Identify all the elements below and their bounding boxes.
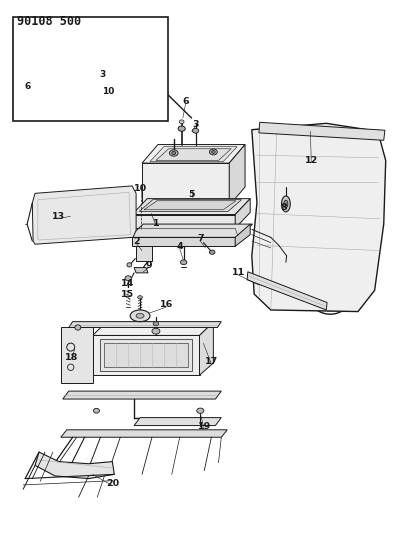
Text: 4: 4 <box>176 242 183 251</box>
Polygon shape <box>134 418 221 425</box>
Text: 90108 500: 90108 500 <box>17 14 81 28</box>
Polygon shape <box>150 147 237 161</box>
Polygon shape <box>37 44 73 86</box>
Polygon shape <box>229 144 245 206</box>
Text: 6: 6 <box>24 82 30 91</box>
Ellipse shape <box>284 200 288 208</box>
Polygon shape <box>93 322 213 335</box>
Polygon shape <box>132 199 250 215</box>
Polygon shape <box>63 391 221 399</box>
Ellipse shape <box>138 296 142 299</box>
Polygon shape <box>142 144 245 163</box>
Polygon shape <box>139 200 241 212</box>
Polygon shape <box>43 88 124 107</box>
Text: 8: 8 <box>280 203 287 212</box>
Ellipse shape <box>125 276 131 280</box>
Ellipse shape <box>130 310 150 321</box>
Ellipse shape <box>172 151 176 155</box>
Polygon shape <box>129 224 253 237</box>
Text: 10: 10 <box>134 183 147 192</box>
Text: 3: 3 <box>99 70 106 79</box>
Polygon shape <box>132 237 235 246</box>
Ellipse shape <box>179 120 184 124</box>
Text: 1: 1 <box>152 219 159 228</box>
Polygon shape <box>67 49 105 86</box>
Polygon shape <box>132 215 235 228</box>
Polygon shape <box>32 186 136 244</box>
Polygon shape <box>39 78 142 87</box>
Text: 13: 13 <box>52 212 65 221</box>
Polygon shape <box>136 246 152 261</box>
Text: 19: 19 <box>198 422 211 431</box>
Polygon shape <box>61 430 227 437</box>
Text: 14: 14 <box>121 279 134 288</box>
Text: 16: 16 <box>160 300 174 309</box>
Text: 15: 15 <box>121 289 134 298</box>
Polygon shape <box>156 149 231 160</box>
Ellipse shape <box>211 151 215 154</box>
Polygon shape <box>53 92 114 103</box>
Text: 9: 9 <box>146 261 152 270</box>
Polygon shape <box>100 338 192 372</box>
Ellipse shape <box>170 150 178 156</box>
Text: 6: 6 <box>182 96 189 106</box>
Polygon shape <box>247 272 327 310</box>
Ellipse shape <box>93 408 99 413</box>
Text: 5: 5 <box>188 190 195 199</box>
Text: 2: 2 <box>133 237 139 246</box>
Polygon shape <box>130 78 142 108</box>
Text: 10: 10 <box>102 87 115 96</box>
Polygon shape <box>93 335 200 375</box>
Bar <box>13 17 168 120</box>
Polygon shape <box>39 87 130 108</box>
Polygon shape <box>235 224 250 246</box>
Text: 7: 7 <box>197 235 203 244</box>
Ellipse shape <box>127 263 132 267</box>
Text: 20: 20 <box>107 479 120 488</box>
Polygon shape <box>104 343 188 367</box>
Polygon shape <box>134 268 148 273</box>
Ellipse shape <box>152 328 160 334</box>
Polygon shape <box>142 163 229 206</box>
Ellipse shape <box>197 408 204 414</box>
Polygon shape <box>144 201 236 210</box>
Text: 17: 17 <box>205 358 218 367</box>
Ellipse shape <box>180 260 187 265</box>
Polygon shape <box>252 123 386 312</box>
Polygon shape <box>235 199 250 228</box>
Ellipse shape <box>136 313 144 318</box>
Polygon shape <box>259 122 385 140</box>
Ellipse shape <box>192 128 199 133</box>
Text: 18: 18 <box>65 353 79 362</box>
Ellipse shape <box>209 149 217 155</box>
Text: 12: 12 <box>304 156 318 165</box>
Text: 3: 3 <box>192 120 199 129</box>
Ellipse shape <box>75 325 81 330</box>
Text: 11: 11 <box>232 268 245 277</box>
Ellipse shape <box>282 196 290 212</box>
Polygon shape <box>35 452 114 479</box>
Ellipse shape <box>209 250 215 254</box>
Polygon shape <box>61 327 93 383</box>
Polygon shape <box>69 321 221 327</box>
Ellipse shape <box>153 321 159 326</box>
Polygon shape <box>200 322 213 375</box>
Ellipse shape <box>178 126 185 131</box>
